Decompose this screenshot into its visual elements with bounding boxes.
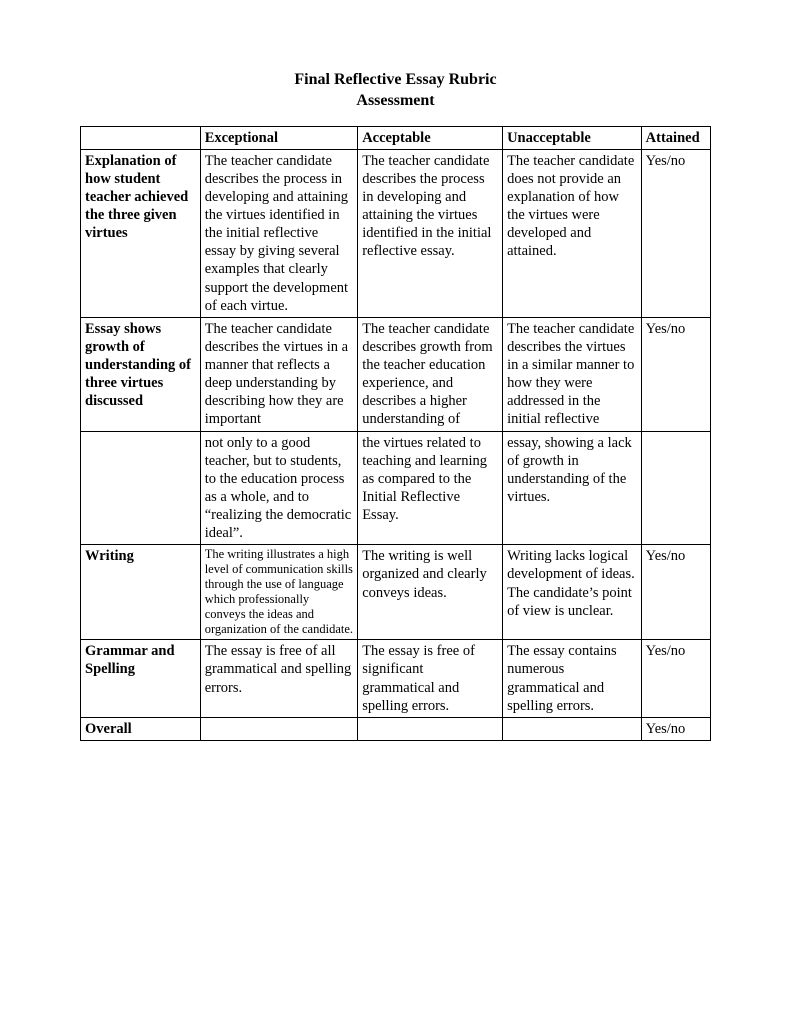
- title-line-2: Assessment: [80, 91, 711, 112]
- table-row: not only to a good teacher, but to stude…: [81, 431, 711, 545]
- col-acceptable: Acceptable: [358, 126, 503, 149]
- row-label: Overall: [81, 717, 201, 740]
- row-label: Writing: [81, 545, 201, 640]
- cell-exceptional: not only to a good teacher, but to stude…: [200, 431, 358, 545]
- page-title: Final Reflective Essay Rubric Assessment: [80, 70, 711, 112]
- cell-exceptional: The writing illustrates a high level of …: [200, 545, 358, 640]
- cell-acceptable: [358, 717, 503, 740]
- cell-attained: Yes/no: [641, 545, 710, 640]
- table-row: Overall Yes/no: [81, 717, 711, 740]
- cell-unacceptable: essay, showing a lack of growth in under…: [503, 431, 642, 545]
- table-row: Grammar and Spelling The essay is free o…: [81, 640, 711, 718]
- cell-attained: Yes/no: [641, 317, 710, 431]
- cell-exceptional: [200, 717, 358, 740]
- col-unacceptable: Unacceptable: [503, 126, 642, 149]
- cell-acceptable: The writing is well organized and clearl…: [358, 545, 503, 640]
- cell-exceptional: The teacher candidate describes the virt…: [200, 317, 358, 431]
- row-label: Grammar and Spelling: [81, 640, 201, 718]
- table-row: Explanation of how student teacher achie…: [81, 149, 711, 317]
- title-line-1: Final Reflective Essay Rubric: [80, 70, 711, 91]
- cell-unacceptable: The teacher candidate does not provide a…: [503, 149, 642, 317]
- cell-unacceptable: Writing lacks logical development of ide…: [503, 545, 642, 640]
- rubric-table: Exceptional Acceptable Unacceptable Atta…: [80, 126, 711, 741]
- cell-attained: Yes/no: [641, 717, 710, 740]
- row-label: [81, 431, 201, 545]
- cell-acceptable: The teacher candidate describes the proc…: [358, 149, 503, 317]
- cell-acceptable: The teacher candidate describes growth f…: [358, 317, 503, 431]
- cell-exceptional: The essay is free of all grammatical and…: [200, 640, 358, 718]
- cell-attained: Yes/no: [641, 640, 710, 718]
- col-exceptional: Exceptional: [200, 126, 358, 149]
- cell-attained: Yes/no: [641, 149, 710, 317]
- cell-exceptional: The teacher candidate describes the proc…: [200, 149, 358, 317]
- row-label: Essay shows growth of understanding of t…: [81, 317, 201, 431]
- table-row: Writing The writing illustrates a high l…: [81, 545, 711, 640]
- col-criteria: [81, 126, 201, 149]
- cell-unacceptable: The essay contains numerous grammatical …: [503, 640, 642, 718]
- cell-attained: [641, 431, 710, 545]
- cell-acceptable: The essay is free of significant grammat…: [358, 640, 503, 718]
- table-row: Essay shows growth of understanding of t…: [81, 317, 711, 431]
- table-header-row: Exceptional Acceptable Unacceptable Atta…: [81, 126, 711, 149]
- cell-unacceptable: [503, 717, 642, 740]
- document-page: Final Reflective Essay Rubric Assessment…: [0, 0, 791, 1024]
- cell-unacceptable: The teacher candidate describes the virt…: [503, 317, 642, 431]
- col-attained: Attained: [641, 126, 710, 149]
- cell-acceptable: the virtues related to teaching and lear…: [358, 431, 503, 545]
- row-label: Explanation of how student teacher achie…: [81, 149, 201, 317]
